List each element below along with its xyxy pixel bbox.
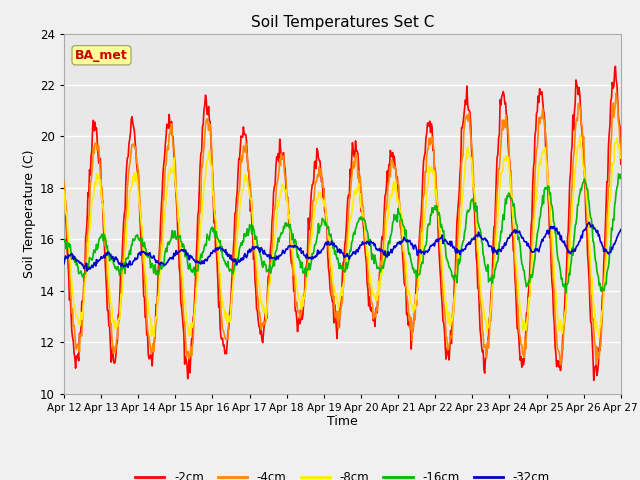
- Title: Soil Temperatures Set C: Soil Temperatures Set C: [251, 15, 434, 30]
- X-axis label: Time: Time: [327, 415, 358, 429]
- Text: BA_met: BA_met: [75, 49, 128, 62]
- Y-axis label: Soil Temperature (C): Soil Temperature (C): [23, 149, 36, 278]
- Legend: -2cm, -4cm, -8cm, -16cm, -32cm: -2cm, -4cm, -8cm, -16cm, -32cm: [130, 466, 555, 480]
